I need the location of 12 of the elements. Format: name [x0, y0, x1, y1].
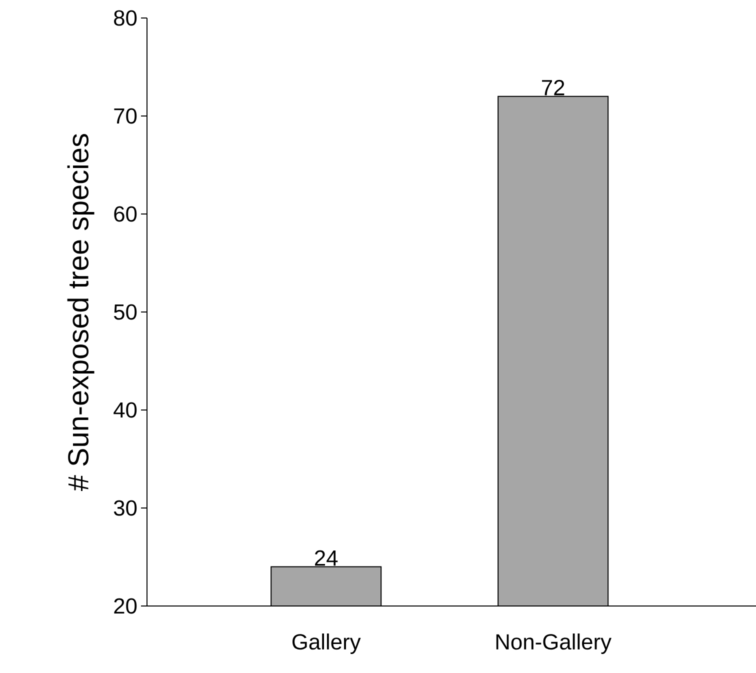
x-tick-label: Non-Gallery	[496, 634, 612, 654]
y-tick-label: 80	[114, 10, 137, 26]
y-tick-label: 50	[114, 304, 137, 320]
x-tick-label: Gallery	[292, 634, 361, 654]
y-axis-title: # Sun-exposed tree species	[67, 134, 94, 491]
data-label: 24	[315, 550, 338, 566]
y-tick-label: 20	[114, 598, 137, 614]
y-tick-label: 30	[114, 500, 137, 516]
y-tick-label: 70	[114, 108, 137, 124]
y-tick-label: 40	[114, 402, 137, 418]
data-label: 72	[542, 80, 564, 96]
y-tick-label: 60	[114, 206, 137, 222]
